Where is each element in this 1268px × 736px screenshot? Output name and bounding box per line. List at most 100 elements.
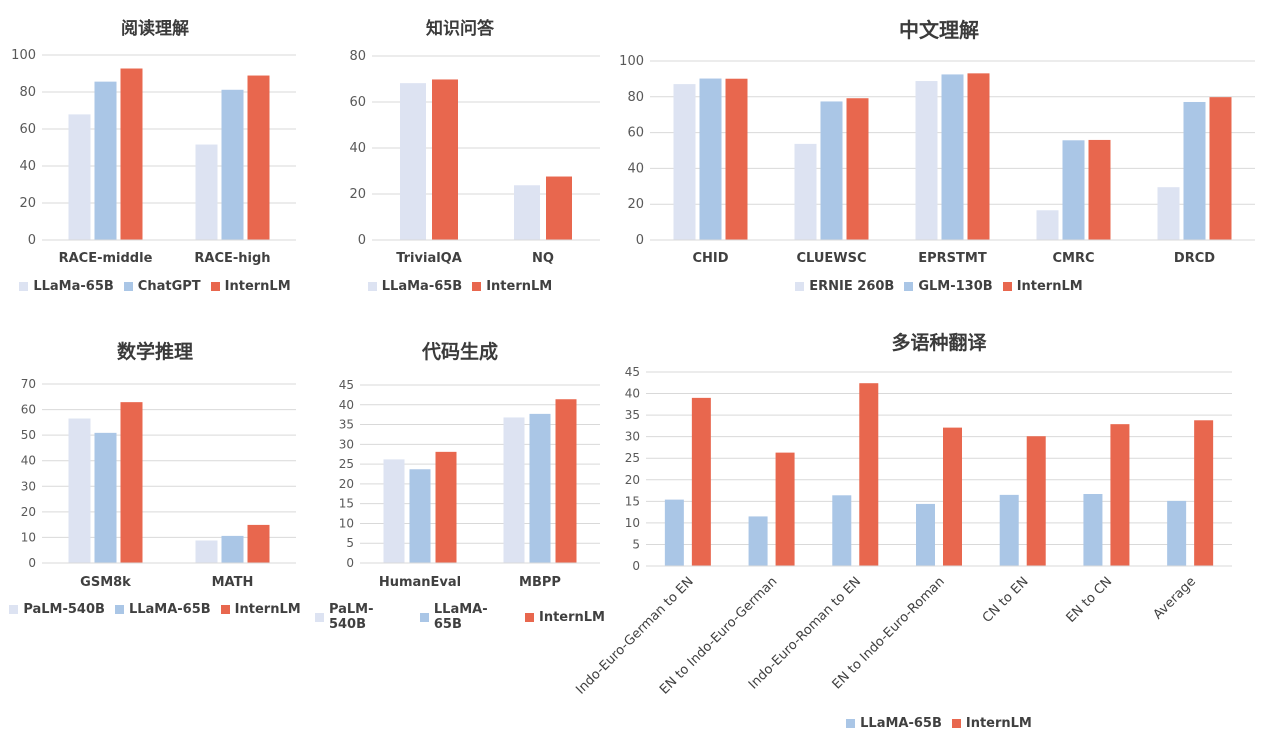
x-category-label: RACE-middle: [59, 251, 153, 266]
y-tick-label: 0: [28, 233, 36, 248]
x-category-label: NQ: [532, 251, 554, 266]
bar: [1194, 420, 1214, 566]
legend-label: InternLM: [486, 279, 553, 294]
bar: [120, 68, 143, 240]
legend-item: LLaMA-65B: [419, 602, 515, 632]
bar: [916, 503, 935, 566]
y-tick-label: 80: [19, 85, 36, 100]
y-tick-label: 35: [625, 408, 640, 422]
legend-label: GLM-130B: [918, 279, 993, 294]
legend-item: LLaMa-65B: [19, 279, 114, 294]
chart-math-reasoning: 数学推理 0 10 20 30 40 50 60 70 GSM8k MATH PaLM-540B L…: [0, 325, 310, 635]
legend-label: InternLM: [1016, 279, 1083, 294]
y-tick-label: 20: [21, 505, 36, 519]
y-tick-label: 25: [339, 457, 354, 471]
bar: [941, 74, 964, 240]
legend: LLaMA-65B InternLM: [610, 716, 1268, 731]
x-category-label: TrivialQA: [396, 251, 462, 266]
legend-item: LLaMA-65B: [846, 716, 942, 731]
legend-item: PaLM-540B: [315, 602, 410, 632]
bar: [915, 81, 938, 240]
bar: [221, 89, 244, 240]
legend-swatch: [315, 612, 324, 622]
bar: [673, 84, 696, 240]
legend-label: LLaMa-65B: [33, 279, 114, 294]
bar: [794, 143, 817, 240]
legend-swatch: [904, 282, 914, 291]
bar: [400, 83, 426, 240]
x-category-label: MATH: [212, 575, 254, 590]
plot-area: 0 5 10 15 20 25 30 35 40 45 HumanEval MBPP: [339, 378, 600, 590]
legend-item: InternLM: [472, 279, 552, 294]
legend-item: LLaMa-65B: [367, 279, 462, 294]
legend-swatch: [220, 605, 230, 614]
legend-label: LLaMA-65B: [860, 716, 942, 731]
legend-swatch: [123, 282, 133, 291]
bar: [846, 98, 869, 241]
y-tick-label: 45: [339, 378, 354, 392]
chart-title: 数学推理: [116, 341, 193, 363]
bar: [68, 418, 91, 563]
y-tick-label: 40: [19, 159, 36, 174]
legend-label: LLaMA-65B: [128, 602, 211, 617]
y-tick-label: 40: [349, 141, 366, 156]
y-tick-label: 50: [21, 428, 36, 442]
y-tick-label: 5: [632, 537, 640, 551]
bar: [832, 495, 852, 566]
legend-label: ERNIE 260B: [809, 279, 895, 294]
legend: PaLM-540B LLaMA-65B InternLM: [310, 602, 610, 632]
bar: [999, 494, 1019, 566]
chart-reading: 阅读理解 0 20 40 60 80 100 RACE-middle RACE-high LL…: [0, 0, 310, 310]
bar: [195, 540, 218, 563]
y-tick-label: 80: [349, 49, 366, 64]
legend-item: LLaMA-65B: [114, 602, 211, 617]
legend-item: InternLM: [951, 716, 1032, 731]
x-category-label: CN to EN: [980, 574, 1032, 626]
y-tick-label: 40: [627, 161, 644, 176]
legend-item: InternLM: [1002, 279, 1083, 294]
legend: LLaMa-65B InternLM: [310, 279, 610, 294]
bar: [435, 451, 457, 563]
bar: [725, 78, 748, 240]
chart-knowledge-qa: 知识问答 0 20 40 60 80 TrivialQA NQ LLaMa-65B Inter…: [310, 0, 610, 310]
y-tick-label: 10: [21, 530, 36, 544]
x-category-label: HumanEval: [379, 575, 461, 590]
legend-label: InternLM: [538, 609, 605, 625]
bar: [1062, 140, 1085, 240]
legend: PaLM-540B LLaMA-65B InternLM: [0, 602, 310, 617]
y-tick-label: 20: [339, 477, 354, 491]
chart-chinese-understanding: 中文理解 0 20 40 60 80 100 CHID CLUEWSC EPRSTMT CMRC D…: [610, 0, 1268, 310]
y-tick-label: 40: [21, 454, 36, 468]
y-tick-label: 0: [346, 556, 354, 570]
bar: [383, 459, 405, 563]
bar: [94, 81, 117, 240]
bar: [691, 397, 711, 566]
legend-label: InternLM: [965, 716, 1032, 731]
legend-swatch: [210, 282, 220, 291]
x-category-label: RACE-high: [194, 251, 270, 266]
bar: [699, 78, 722, 241]
y-tick-label: 70: [21, 377, 36, 391]
legend-swatch: [846, 719, 856, 728]
bar: [664, 499, 684, 566]
legend-swatch: [472, 282, 482, 291]
bar: [247, 75, 270, 240]
bar: [555, 399, 577, 563]
y-tick-label: 0: [636, 233, 644, 248]
chart-title: 知识问答: [426, 19, 494, 39]
y-tick-label: 25: [625, 451, 640, 465]
bar: [514, 185, 540, 240]
bar: [1083, 494, 1103, 566]
x-category-label: CHID: [692, 251, 728, 266]
legend-item: PaLM-540B: [9, 602, 105, 617]
bar: [247, 524, 270, 563]
legend-swatch: [19, 282, 29, 291]
legend-item: InternLM: [210, 279, 291, 294]
legend-swatch: [367, 282, 377, 291]
x-category-label: EN to CN: [1064, 574, 1116, 626]
legend-swatch: [9, 605, 19, 614]
bar: [943, 427, 962, 566]
y-tick-label: 10: [339, 516, 354, 530]
